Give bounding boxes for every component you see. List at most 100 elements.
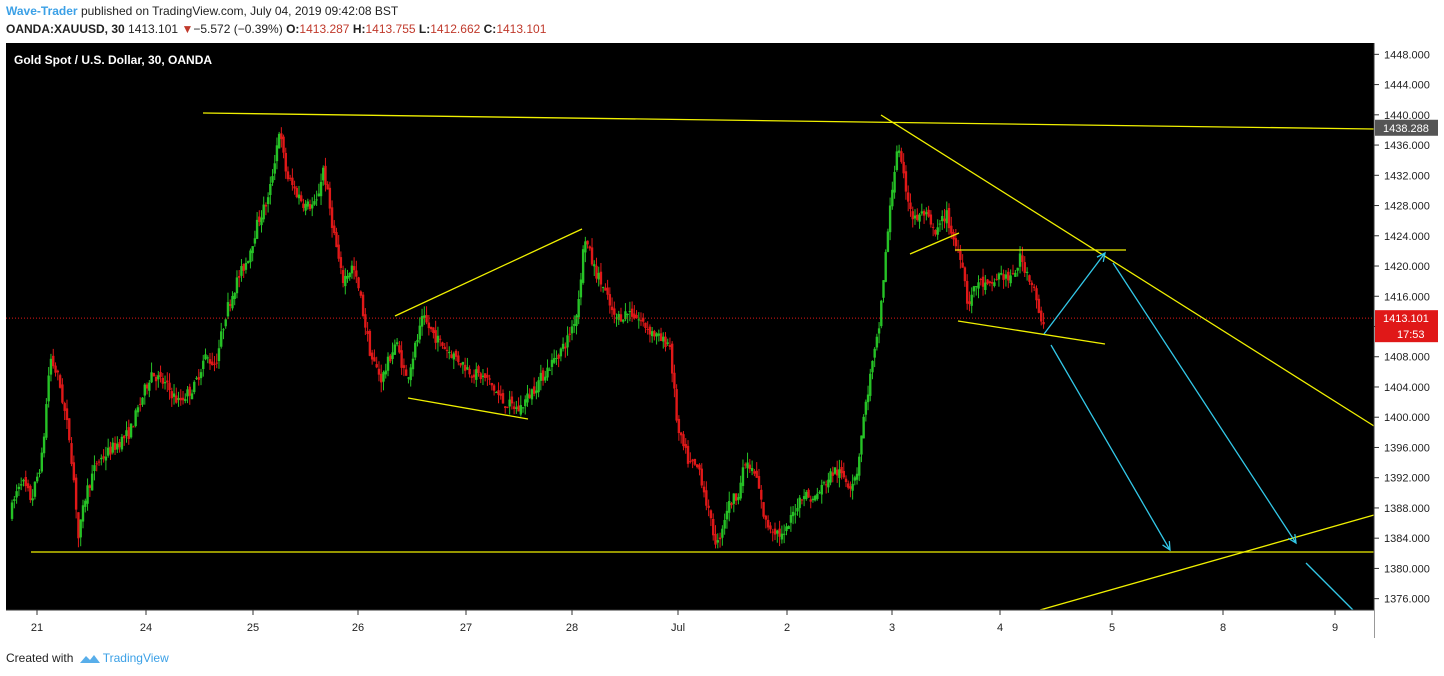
down-candle-body [492,385,496,391]
chart-plot-area[interactable] [6,43,1374,610]
down-candle-body [280,133,283,140]
up-candle-body [304,203,307,211]
last-price-tag-text: 1413.101 [1383,313,1429,325]
projection-arrow-down-short [1050,344,1171,551]
down-candle-body [434,330,437,343]
up-candle-body [977,282,980,289]
down-candle-body [748,464,752,470]
up-candle-body [297,194,301,199]
down-candle-body [670,343,674,374]
up-candle-body [275,145,279,162]
up-candle-body [827,479,830,488]
down-candle-body [445,349,449,351]
price-tick-label: 1408.000 [1384,352,1430,364]
down-candle-body [352,266,356,271]
down-candle-body [840,466,843,474]
up-candle-body [984,282,987,291]
down-candle-body [463,364,467,371]
up-candle-body [858,456,861,476]
up-candle-body [317,193,321,197]
projection-arrow-up [1043,252,1106,335]
chart-title: Gold Spot / U.S. Dollar, 30, OANDA [14,53,212,67]
time-tick-label: 28 [566,622,578,634]
up-candle-body [116,443,119,450]
down-candle-body [328,187,332,209]
up-candle-body [100,457,103,460]
up-candle-body [573,324,576,326]
price-tick-label: 1376.000 [1384,594,1430,606]
down-candle-body [744,464,747,466]
up-candle-body [202,360,205,370]
up-candle-body [1016,267,1019,271]
up-candle-body [251,246,254,254]
down-candle-body [127,427,130,439]
down-candle-body [58,375,62,388]
rising-channel-line [1039,514,1375,611]
down-candle-body [916,214,919,220]
down-candle-body [24,476,27,487]
up-candle-body [204,354,207,360]
down-candle-body [691,459,694,462]
down-candle-body [389,355,392,362]
down-candle-body [341,270,345,284]
down-candle-body [764,515,768,520]
up-candle-body [246,261,250,263]
up-candle-body [461,362,465,365]
up-candle-body [945,210,948,224]
down-candle-body [700,468,703,486]
up-candle-body [134,410,137,427]
down-candle-body [181,397,185,401]
time-axis[interactable] [6,610,1374,638]
down-candle-body [557,354,560,359]
down-candle-body [373,357,376,362]
price-tick-label: 1380.000 [1384,563,1430,575]
time-ticks: 21 24 25 26 27 28 Jul 2 3 4 5 8 9 [31,610,1338,634]
price-tick-label: 1444.000 [1384,80,1430,92]
up-candle-body [535,390,538,394]
author-link[interactable]: Wave-Trader [6,4,78,18]
down-candle-body [599,271,603,285]
tradingview-logo-icon [79,654,100,663]
down-candle-body [402,365,406,368]
down-candle-body [432,327,435,334]
price-chart[interactable]: Gold Spot / U.S. Dollar, 30, OANDA 1448.… [6,43,1438,638]
down-candle-body [179,397,182,401]
down-candle-body [769,525,772,530]
down-candle-body [438,338,442,340]
down-candle-body [842,470,846,478]
tradingview-brand-link[interactable]: TradingView [102,651,169,665]
time-tick-label: 21 [31,622,43,634]
up-candle-body [925,212,928,215]
up-candle-body [621,319,625,322]
open-value: 1413.287 [299,22,350,36]
down-candle-body [986,279,989,284]
down-candle-body [646,329,649,331]
down-candle-body [968,301,971,305]
up-candle-body [877,328,881,334]
up-candle-body [776,530,779,534]
up-candle-body [33,481,37,497]
low-value: 1412.662 [430,22,481,36]
down-candle-body [152,372,156,377]
down-candle-body [132,426,135,428]
up-candle-body [544,376,547,381]
up-candle-body [319,181,323,197]
up-candle-body [86,485,89,504]
down-candle-body [965,281,969,304]
up-candle-body [195,377,198,379]
down-candle-body [506,406,509,408]
up-candle-body [798,497,801,509]
last-price-tag [1375,310,1438,343]
up-candle-body [386,356,390,371]
descending-trendline [880,114,1375,427]
down-candle-body [1007,271,1010,281]
down-candle-body [675,389,678,421]
up-candle-body [260,217,263,226]
down-candle-body [65,408,69,421]
projection-line-continuation [1305,562,1354,611]
down-candle-body [934,230,937,235]
up-candle-body [860,435,863,455]
axis-price-labels: 1438.288 1413.101 17:53 [1375,119,1438,343]
up-candle-body [233,293,236,300]
down-candle-body [633,313,636,319]
